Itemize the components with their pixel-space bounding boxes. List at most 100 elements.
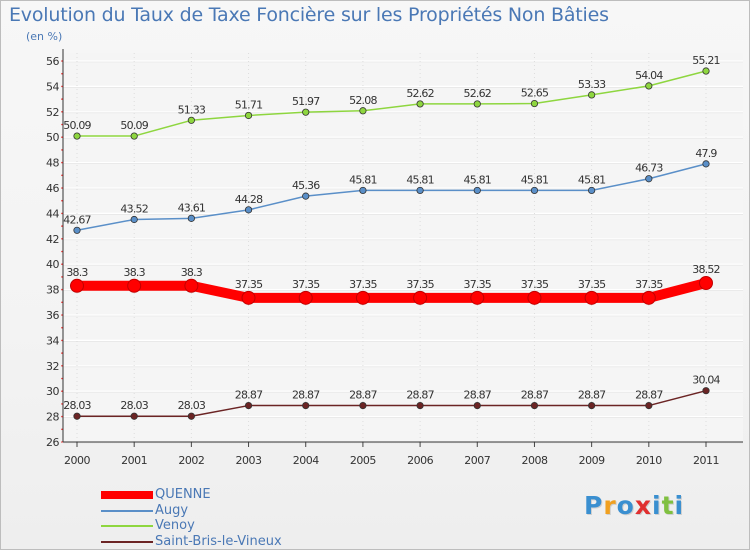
y-minor-tick — [61, 314, 63, 316]
data-point — [702, 387, 710, 395]
logo-letter: t — [661, 491, 675, 520]
y-minor-tick — [61, 339, 63, 342]
data-label: 28.87 — [578, 389, 606, 402]
data-label: 37.35 — [578, 278, 606, 291]
data-label: 45.81 — [521, 173, 549, 186]
data-label: 52.08 — [349, 94, 377, 107]
logo-letter: r — [603, 491, 617, 520]
y-tick-label: 42 — [46, 233, 59, 246]
y-tick-label: 40 — [46, 258, 59, 271]
data-point — [302, 108, 310, 116]
data-label: 52.65 — [521, 87, 549, 100]
y-tick-label: 46 — [46, 182, 59, 195]
data-label: 46.73 — [635, 162, 663, 175]
y-minor-tick — [61, 123, 63, 126]
y-minor-tick — [61, 85, 63, 88]
y-minor-tick — [61, 238, 63, 240]
y-tick-label: 48 — [46, 157, 59, 170]
data-label: 28.87 — [292, 389, 320, 402]
data-label: 51.33 — [178, 103, 206, 116]
data-point — [359, 401, 367, 410]
y-minor-tick — [61, 161, 63, 164]
series-line — [77, 389, 707, 417]
y-minor-tick — [61, 98, 63, 100]
y-tick-label: 26 — [46, 436, 59, 449]
data-point — [359, 107, 367, 115]
data-point — [527, 290, 542, 305]
legend-swatch — [101, 509, 153, 512]
data-label: 30.04 — [692, 374, 720, 387]
data-point — [588, 186, 596, 195]
series-line — [77, 278, 708, 303]
data-point — [73, 132, 81, 140]
y-tick-label: 34 — [46, 334, 59, 347]
logo-letter: P — [584, 491, 604, 520]
y-minor-tick — [61, 365, 63, 367]
data-point — [187, 116, 195, 124]
data-point — [702, 160, 710, 168]
y-tick-label: 54 — [46, 80, 59, 93]
data-label: 52.62 — [464, 87, 492, 100]
data-point — [302, 401, 310, 410]
y-tick-label: 52 — [46, 106, 59, 119]
series-venoy: 50.09 50.09 51.33 51.71 51.97 52.08 52.62 52.62… — [63, 54, 721, 140]
data-point — [241, 290, 256, 305]
data-point — [588, 91, 596, 99]
data-point — [584, 290, 599, 305]
data-label: 28.03 — [63, 399, 91, 412]
data-label: 50.09 — [120, 119, 148, 132]
data-label: 47.9 — [695, 147, 717, 160]
y-minor-tick — [61, 149, 63, 151]
y-tick-label: 30 — [46, 385, 59, 398]
y-tick-label: 28 — [46, 411, 59, 424]
data-label: 28.87 — [635, 389, 663, 402]
data-point — [298, 290, 313, 305]
data-point — [473, 186, 481, 195]
data-label: 51.71 — [235, 98, 263, 111]
data-label: 54.04 — [635, 69, 663, 82]
y-minor-tick — [61, 415, 63, 418]
data-label: 45.81 — [578, 173, 606, 186]
x-tick-label: 2008 — [521, 454, 547, 467]
data-label: 37.35 — [635, 278, 663, 291]
data-label: 53.33 — [578, 78, 606, 91]
data-point — [416, 186, 424, 195]
data-point — [413, 290, 428, 305]
series-line — [76, 163, 707, 232]
data-point — [73, 226, 81, 234]
data-label: 52.62 — [406, 87, 434, 100]
data-point — [70, 278, 84, 293]
x-tick-label: 2006 — [407, 454, 433, 467]
x-tick-label: 2003 — [236, 454, 262, 467]
data-label: 28.87 — [406, 389, 434, 402]
data-label: 45.36 — [292, 179, 320, 192]
data-point — [588, 401, 596, 410]
data-point — [130, 132, 138, 140]
y-minor-tick — [61, 276, 63, 278]
y-minor-tick — [61, 352, 63, 354]
y-gridlines — [63, 60, 743, 444]
legend-swatch — [101, 540, 153, 543]
y-minor-tick — [61, 60, 63, 62]
legend-label: Saint-Bris-le-Vineux — [155, 533, 282, 549]
x-gridlines — [76, 53, 707, 447]
y-minor-tick — [61, 263, 63, 266]
data-label: 45.81 — [464, 173, 492, 186]
y-minor-tick — [61, 441, 63, 443]
data-point — [416, 100, 424, 108]
x-tick-label: 2004 — [293, 454, 319, 467]
data-point — [645, 401, 653, 410]
data-point — [184, 278, 199, 293]
x-tick-label: 2001 — [121, 454, 147, 467]
data-label: 38.3 — [181, 266, 203, 279]
series-saint-bris-le-vineux: 28.03 28.03 28.03 28.87 28.87 28.87 28.87 28.87… — [63, 374, 721, 420]
legend-label: Augy — [155, 502, 189, 518]
data-label: 37.35 — [292, 278, 320, 291]
legend-swatch — [101, 525, 153, 527]
data-point — [244, 206, 253, 214]
y-minor-tick — [61, 288, 63, 291]
y-minor-tick — [61, 250, 63, 253]
legend-label: Venoy — [155, 518, 195, 533]
data-point — [187, 412, 195, 420]
